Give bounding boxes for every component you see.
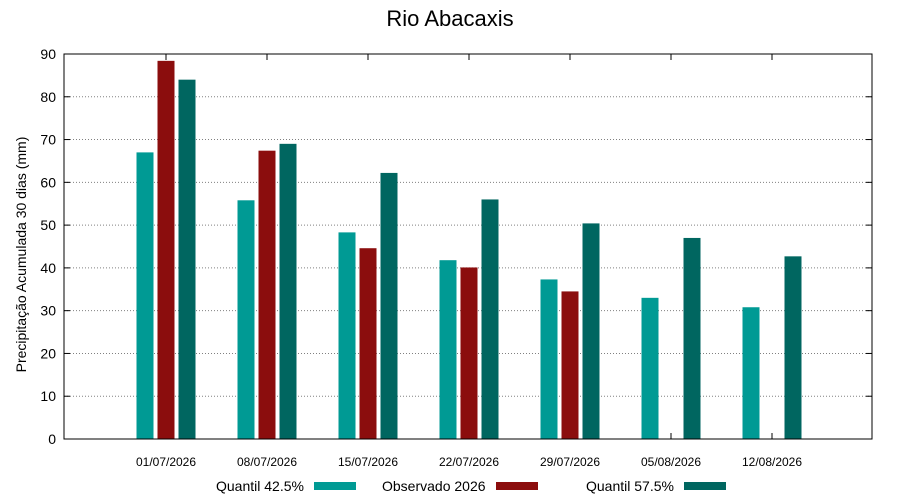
x-tick-label: 01/07/2026 (136, 455, 196, 469)
y-tick-label: 0 (48, 431, 56, 447)
x-tick-label: 15/07/2026 (338, 455, 398, 469)
bar (380, 172, 398, 439)
bar (742, 307, 760, 439)
legend-swatch (313, 482, 356, 490)
bar (784, 256, 802, 439)
legend-item-observado: Observado 2026 (382, 476, 538, 496)
bar (279, 143, 297, 440)
bar (683, 237, 701, 439)
y-axis-label: Precipitação Acumulada 30 dias (mm) (13, 137, 29, 373)
plot-frame (63, 53, 873, 440)
y-tick-label: 80 (40, 89, 56, 105)
legend-label: Quantil 57.5% (586, 478, 674, 494)
bar (460, 267, 478, 439)
y-tick-label: 10 (40, 388, 56, 404)
legend-swatch (495, 482, 538, 490)
x-tick-labels: 01/07/2026 08/07/2026 15/07/2026 22/07/2026… (136, 455, 802, 469)
chart-title: Rio Abacaxis (386, 6, 514, 31)
bar (561, 291, 579, 439)
x-tick-label: 22/07/2026 (439, 455, 499, 469)
x-tick-label: 08/07/2026 (237, 455, 297, 469)
bar (136, 152, 154, 439)
bar (178, 79, 196, 440)
x-tick-label: 29/07/2026 (540, 455, 600, 469)
chart-canvas: 0 10 20 30 40 50 60 70 80 90 01/07/2026 08/07/2026… (13, 46, 873, 469)
bar (237, 200, 255, 439)
y-tick-label: 90 (40, 46, 56, 62)
y-tick-label: 20 (40, 345, 56, 361)
x-tick-label: 12/08/2026 (742, 455, 802, 469)
bar (481, 199, 499, 439)
legend: Quantil 42.5% Observado 2026 Quantil 57.… (0, 476, 900, 496)
bar (359, 248, 377, 439)
bar (540, 279, 558, 439)
legend-label: Observado 2026 (382, 478, 486, 494)
legend-label: Quantil 42.5% (216, 478, 304, 494)
legend-item-quantil-57: Quantil 57.5% (586, 476, 726, 496)
bars (136, 60, 802, 440)
y-tick-label: 70 (40, 132, 56, 148)
bar (338, 232, 356, 439)
legend-swatch (683, 482, 726, 490)
bar (258, 150, 276, 439)
y-tick-label: 40 (40, 260, 56, 276)
bar (641, 297, 659, 439)
bar (439, 260, 457, 439)
y-tick-label: 50 (40, 217, 56, 233)
x-tick-label: 05/08/2026 (641, 455, 701, 469)
y-tick-label: 60 (40, 174, 56, 190)
bar (582, 223, 600, 439)
bar (157, 60, 175, 439)
y-tick-label: 30 (40, 303, 56, 319)
legend-item-quantil-42: Quantil 42.5% (216, 476, 356, 496)
y-tick-labels: 0 10 20 30 40 50 60 70 80 90 (40, 46, 56, 447)
